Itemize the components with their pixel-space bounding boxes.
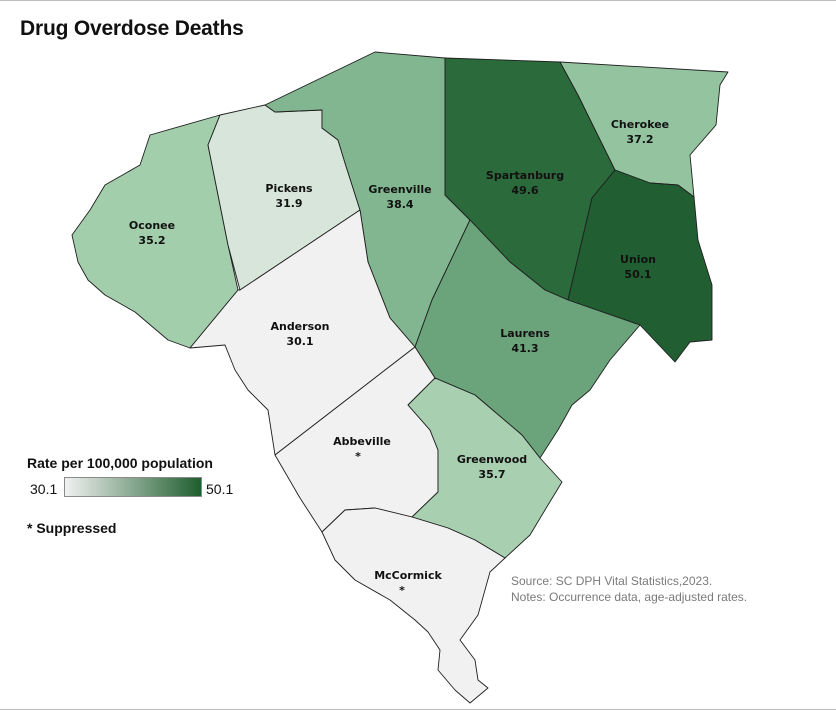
- legend-min-label: 30.1: [30, 481, 58, 497]
- county-value-cherokee: 37.2: [626, 133, 653, 146]
- county-label-abbeville: Abbeville: [333, 435, 391, 448]
- county-label-mccormick: McCormick: [374, 569, 442, 582]
- legend-gradient-bar: [64, 477, 202, 497]
- county-anderson[interactable]: [189, 209, 416, 456]
- county-label-union: Union: [620, 253, 656, 266]
- county-label-laurens: Laurens: [500, 327, 550, 340]
- county-shape-anderson[interactable]: [189, 209, 416, 456]
- county-value-union: 50.1: [624, 268, 651, 281]
- county-label-greenwood: Greenwood: [457, 453, 527, 466]
- county-value-mccormick: *: [399, 584, 405, 597]
- county-label-cherokee: Cherokee: [611, 118, 669, 131]
- county-label-anderson: Anderson: [270, 320, 329, 333]
- county-label-oconee: Oconee: [129, 219, 175, 232]
- county-value-pickens: 31.9: [275, 197, 302, 210]
- county-shape-mccormick[interactable]: [321, 507, 506, 704]
- county-value-abbeville: *: [355, 450, 361, 463]
- source-note: Source: SC DPH Vital Statistics,2023. No…: [511, 573, 747, 605]
- notes-line: Notes: Occurrence data, age-adjusted rat…: [511, 590, 748, 604]
- suppressed-note: * Suppressed: [27, 520, 117, 536]
- page-title: Drug Overdose Deaths: [20, 17, 244, 40]
- legend-max-label: 50.1: [206, 481, 234, 497]
- county-value-spartanburg: 49.6: [511, 184, 538, 197]
- county-label-spartanburg: Spartanburg: [486, 169, 564, 182]
- county-mccormick[interactable]: [321, 507, 506, 704]
- county-value-oconee: 35.2: [138, 234, 165, 247]
- legend-title: Rate per 100,000 population: [27, 455, 213, 471]
- county-value-greenville: 38.4: [386, 198, 413, 211]
- source-line: Source: SC DPH Vital Statistics,2023.: [511, 574, 713, 588]
- county-value-greenwood: 35.7: [478, 468, 505, 481]
- county-value-anderson: 30.1: [286, 335, 313, 348]
- county-label-greenville: Greenville: [368, 183, 431, 196]
- county-label-pickens: Pickens: [265, 182, 313, 195]
- county-value-laurens: 41.3: [511, 342, 538, 355]
